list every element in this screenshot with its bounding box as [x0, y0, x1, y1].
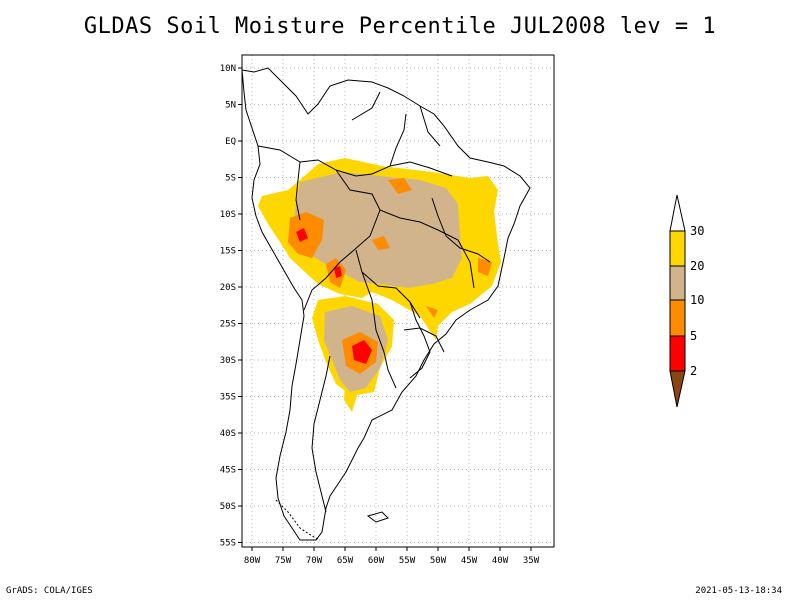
- lat-label: 15S: [220, 247, 236, 257]
- soil-moisture-shading: [258, 158, 501, 412]
- shade-2-5: [296, 228, 372, 364]
- lon-label: 40W: [492, 556, 509, 566]
- lon-label: 50W: [430, 556, 447, 566]
- legend-swatch-2-5: [669, 335, 686, 372]
- lat-label: 10S: [220, 210, 236, 220]
- legend-label-10: 10: [690, 293, 704, 307]
- latitude-labels: 10N 5N EQ 5S 10S 15S 20S 25S 30S 35S 40S 45S 50S 55S: [220, 64, 236, 549]
- lon-label: 70W: [306, 556, 323, 566]
- legend-label-30: 30: [690, 224, 704, 238]
- lat-label: 45S: [220, 466, 236, 476]
- legend-swatch-20-30: [669, 230, 686, 267]
- legend-swatch-above-30: [669, 194, 686, 232]
- legend-swatch-10-20: [669, 265, 686, 301]
- lat-label: 30S: [220, 356, 236, 366]
- lat-label: 55S: [220, 539, 236, 549]
- lat-label: 20S: [220, 283, 236, 293]
- map-frame: [241, 54, 555, 548]
- lon-label: 75W: [275, 556, 292, 566]
- lon-label: 55W: [399, 556, 416, 566]
- legend-swatch-5-10: [669, 299, 686, 337]
- legend-swatch-below-2: [669, 370, 686, 408]
- lat-label: EQ: [225, 137, 236, 147]
- lat-label: 40S: [220, 429, 236, 439]
- lat-label: 10N: [220, 64, 236, 74]
- coastline-and-borders: [242, 67, 531, 541]
- map-ticks: [238, 67, 532, 551]
- colorbar-legend: 2 5 10 20 30: [669, 194, 704, 408]
- lat-label: 5S: [225, 174, 236, 184]
- lat-label: 50S: [220, 502, 236, 512]
- map-title: GLDAS Soil Moisture Percentile JUL2008 l…: [83, 14, 717, 39]
- footer-timestamp: 2021-05-13-18:34: [695, 586, 782, 596]
- legend-label-2: 2: [690, 364, 697, 378]
- lon-label: 60W: [368, 556, 385, 566]
- legend-label-20: 20: [690, 259, 704, 273]
- lon-label: 80W: [244, 556, 261, 566]
- legend-label-5: 5: [690, 329, 697, 343]
- footer-credit: GrADS: COLA/IGES: [6, 586, 93, 596]
- lat-label: 25S: [220, 320, 236, 330]
- lon-label: 35W: [523, 556, 540, 566]
- longitude-labels: 80W 75W 70W 65W 60W 55W 50W 45W 40W 35W: [244, 556, 540, 566]
- graticule-grid: [242, 55, 554, 547]
- lon-label: 65W: [337, 556, 354, 566]
- lon-label: 45W: [461, 556, 478, 566]
- lat-label: 5N: [225, 101, 236, 111]
- lat-label: 35S: [220, 393, 236, 403]
